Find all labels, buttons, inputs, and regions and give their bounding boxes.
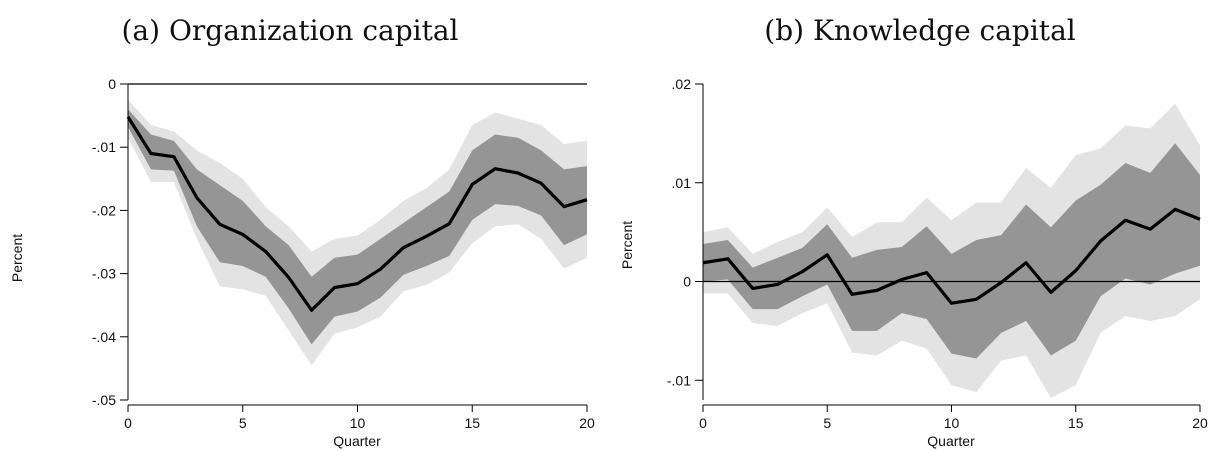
panel-b-title: (b) Knowledge capital (764, 14, 1075, 47)
panel-b-plot-area: .02 .01 0 -.01 0 5 10 15 20 (667, 76, 1208, 431)
panel-b-y-axis-label: Percent (619, 221, 635, 269)
panel-a-x-tick-label: 10 (350, 415, 366, 431)
panel-a-y-axis-label: Percent (9, 234, 25, 282)
panel-b-x-tick-label: 10 (944, 415, 960, 431)
panel-a-inner-confidence-band (128, 109, 587, 345)
panel-b-x-axis-label: Quarter (927, 433, 975, 449)
panel-a-plot-area: 0 -.01 -.02 -.03 -.04 -.05 0 5 10 15 20 (92, 76, 595, 431)
panel-a-title: (a) Organization capital (122, 14, 459, 47)
panel-b-x-tick-label: 20 (1192, 415, 1208, 431)
panel-b-point-estimate-line (702, 207, 1201, 305)
panel-b-x-tick-label: 5 (823, 415, 831, 431)
panel-b-y-tick-label: 0 (683, 274, 691, 290)
panel-b-x-tick-label: 0 (699, 415, 707, 431)
panel-b-x-tick-label: 15 (1068, 415, 1084, 431)
panel-knowledge-capital: (b) Knowledge capital Percent Quarter .0… (619, 14, 1208, 449)
panel-organization-capital: (a) Organization capital Percent Quarter… (9, 14, 595, 449)
panel-b-y-tick-label: .01 (672, 175, 692, 191)
panel-b-y-tick-label: -.01 (667, 372, 691, 388)
panel-a-x-tick-label: 0 (124, 415, 132, 431)
panel-a-y-tick-label: -.04 (92, 329, 116, 345)
panel-a-y-tick-label: -.02 (92, 202, 116, 218)
panel-a-y-tick-label: 0 (108, 76, 116, 92)
panel-a-point-estimate-line (126, 116, 588, 312)
panel-a-y-tick-label: -.03 (92, 266, 116, 282)
panel-b-y-tick-label: .02 (672, 76, 692, 92)
panel-a-x-tick-label: 5 (239, 415, 247, 431)
panel-a-x-axis-label: Quarter (333, 433, 381, 449)
panel-a-y-tick-label: -.05 (92, 392, 116, 408)
panel-a-x-tick-label: 15 (464, 415, 480, 431)
panel-b-inner-confidence-band (703, 143, 1200, 359)
panel-a-y-tick-label: -.01 (92, 139, 116, 155)
panel-a-x-tick-label: 20 (579, 415, 595, 431)
